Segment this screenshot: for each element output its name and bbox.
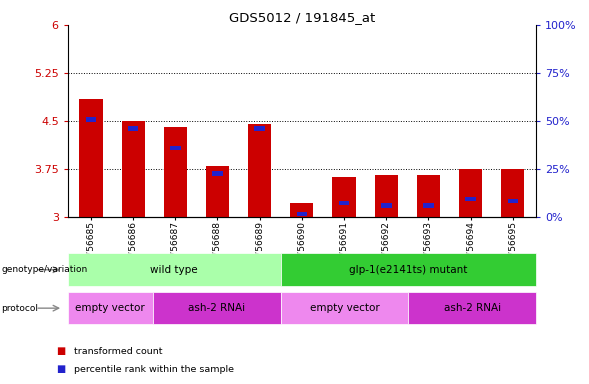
Text: ■: ■ [56, 364, 65, 374]
Bar [339, 201, 349, 205]
Bar [417, 175, 440, 217]
Title: GDS5012 / 191845_at: GDS5012 / 191845_at [229, 11, 375, 24]
Bar [465, 197, 476, 201]
Text: genotype/variation: genotype/variation [1, 265, 87, 274]
Bar [170, 146, 181, 150]
Bar [254, 126, 265, 131]
Bar [381, 203, 392, 208]
Bar [459, 169, 482, 217]
Text: ash-2 RNAi: ash-2 RNAi [188, 303, 245, 313]
Text: percentile rank within the sample: percentile rank within the sample [74, 365, 234, 374]
Bar [206, 166, 229, 217]
Text: ■: ■ [56, 346, 65, 356]
Text: empty vector: empty vector [75, 303, 145, 313]
Bar [332, 177, 356, 217]
Bar [85, 118, 96, 122]
Bar [423, 203, 434, 208]
Text: glp-1(e2141ts) mutant: glp-1(e2141ts) mutant [349, 265, 468, 275]
Bar [121, 121, 145, 217]
Bar [248, 124, 272, 217]
Bar [212, 171, 223, 176]
Text: ash-2 RNAi: ash-2 RNAi [444, 303, 501, 313]
Bar [297, 212, 307, 216]
Bar [508, 199, 518, 203]
Bar [164, 127, 187, 217]
Bar [375, 175, 398, 217]
Text: wild type: wild type [150, 265, 198, 275]
Text: empty vector: empty vector [310, 303, 379, 313]
Bar [290, 203, 313, 217]
Text: transformed count: transformed count [74, 347, 162, 356]
Bar [501, 169, 524, 217]
Text: protocol: protocol [1, 304, 38, 313]
Bar [128, 126, 138, 131]
Bar [80, 99, 102, 217]
